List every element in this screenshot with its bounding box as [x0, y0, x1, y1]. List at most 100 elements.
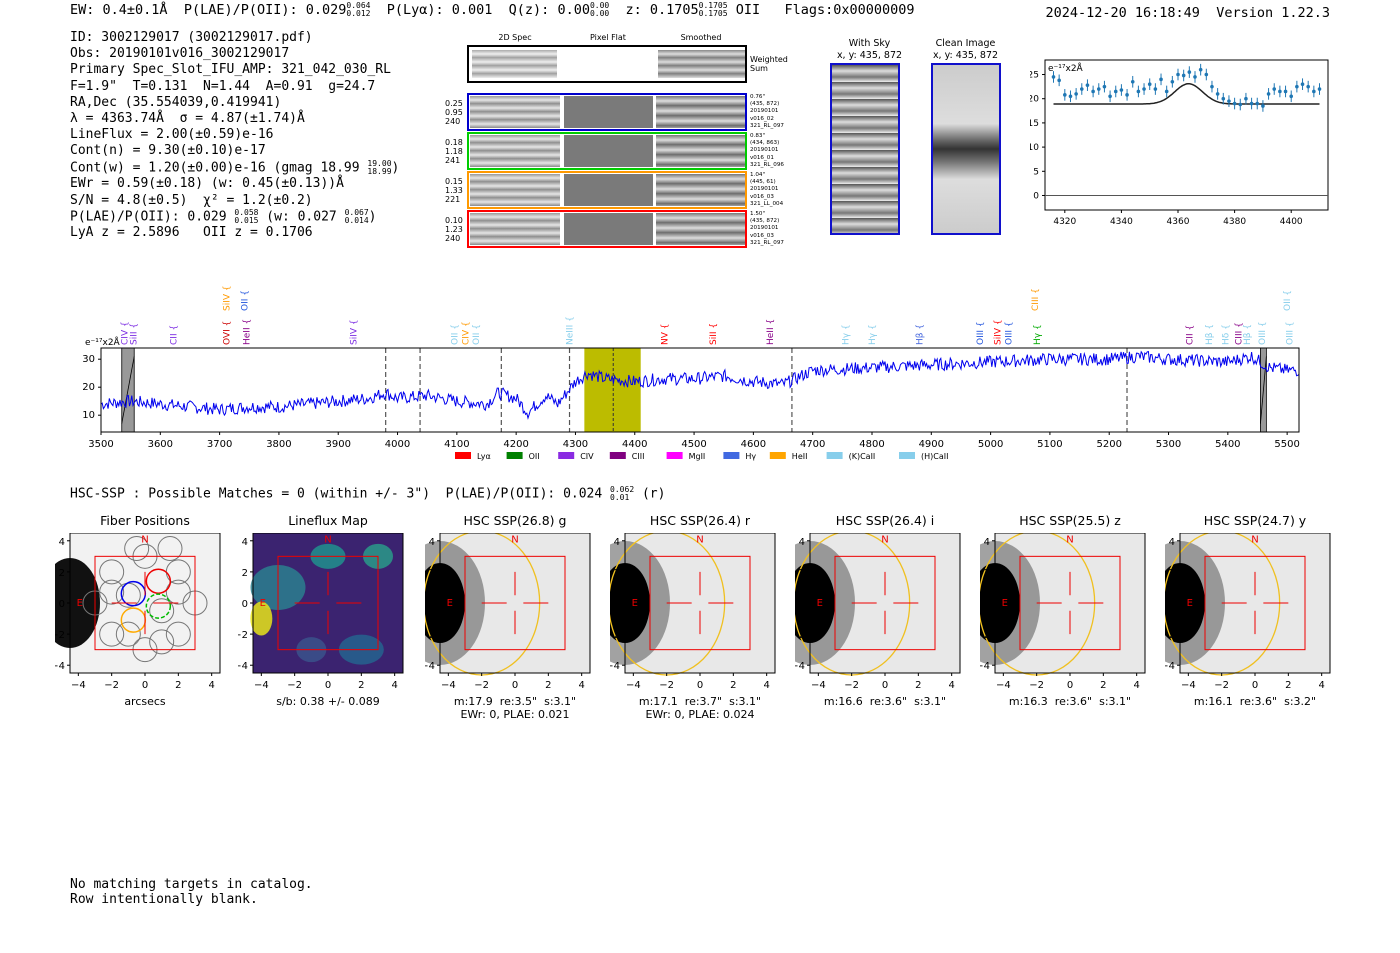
zoom-data-point	[1266, 92, 1271, 96]
spec-line-label: NeIII {	[566, 316, 576, 345]
spec-line-label: CIV {	[121, 321, 131, 345]
spec-legend-label: CIV	[580, 452, 594, 461]
spec-line-label: OIII {	[1286, 321, 1296, 345]
cutout-row-meta: 1.50"	[750, 211, 766, 217]
plae-lo: 0.015	[234, 215, 259, 225]
spec-xtick-label: 5100	[1037, 439, 1062, 450]
zoom-data-point	[1068, 94, 1073, 99]
spec-xtick-label: 4700	[800, 439, 825, 450]
zoom-data-point	[1142, 87, 1146, 91]
spec-line-label: SiIV {	[223, 285, 233, 311]
zoom-ytick-label: 25	[1030, 71, 1039, 81]
hsc-caption: m:17.1 re:3.7" s:3.1"	[638, 695, 762, 708]
cutout-row-stat: 0.18	[445, 138, 463, 147]
full-spectrum-chart: 10 20 30 3500 3600 3700 3800 3900 4000 4100 4200 43…	[82, 285, 1300, 461]
fiber-green	[145, 593, 172, 619]
zoom-data-point	[1272, 87, 1277, 91]
hsc-ytick-label: −2	[795, 630, 805, 641]
zoom-data-point	[1130, 79, 1135, 84]
zoom-data-point	[1300, 82, 1305, 86]
zoom-data-point	[1210, 84, 1214, 89]
hsc-xtick-label: 0	[1067, 680, 1073, 691]
north-label: N	[324, 534, 331, 545]
hsc-xtick-label: −4	[71, 680, 86, 691]
hsc-ytick-label: 0	[1169, 599, 1175, 610]
hsc-hi: 0.062	[610, 485, 635, 494]
hsc-ytick-label: 0	[799, 599, 805, 610]
zoom-data-point	[1221, 96, 1226, 101]
spec-legend-swatch	[666, 452, 683, 459]
zoom-data-point	[1079, 87, 1084, 91]
cutout-row-stat: 1.33	[445, 186, 463, 195]
hsc-xtick-label: 2	[545, 680, 551, 691]
footer-line2: Row intentionally blank.	[70, 892, 258, 907]
cutout-row-meta: 321_RL_096	[750, 161, 784, 168]
cutout-row-meta: 20190101	[750, 147, 779, 154]
hsc-summary-text: HSC-SSP : Possible Matches = 0 (within +…	[70, 486, 603, 502]
zoom-data-point	[1232, 101, 1237, 106]
hsc-panel: N E 4 2 0 −2 −4 −4 −2 0 2 4	[795, 533, 961, 691]
weighted-2d	[472, 50, 557, 78]
hsc-xtick-label: 0	[512, 680, 518, 691]
spec-legend-swatch	[899, 452, 915, 459]
zoom-data-point	[1051, 75, 1056, 79]
hsc-ytick-label: −2	[55, 630, 65, 641]
zoom-data-point	[1249, 101, 1254, 106]
zoom-data-point	[1289, 94, 1294, 99]
hsc-xtick-label: 0	[1252, 680, 1258, 691]
spec-line-label: CII {	[169, 325, 179, 345]
spec-ytick-label: 30	[82, 354, 95, 365]
contw-text: Cont(w) = 1.20(±0.00)e-16 (gmag 18.99	[70, 160, 360, 176]
hsc-ytick-label: −2	[425, 630, 435, 641]
plae-oii-lo: 0.012	[346, 9, 371, 18]
plae-w-hi: 0.067	[344, 207, 369, 217]
hsc-ytick-label: −4	[425, 661, 435, 672]
zoom-xtick-label: 4380	[1223, 217, 1246, 227]
galaxy-core	[610, 563, 650, 643]
spec-xtick-label: 4500	[681, 439, 706, 450]
spec-legend-label: OII	[529, 452, 540, 461]
hsc-xtick-label: −4	[441, 680, 456, 691]
hsc-ytick-label: 4	[59, 537, 65, 548]
galaxy-core	[980, 563, 1020, 643]
east-label: E	[447, 598, 453, 609]
north-label: N	[696, 534, 703, 545]
hsc-xtick-label: −4	[1181, 680, 1196, 691]
hsc-ytick-label: −4	[1165, 661, 1175, 672]
detection-info: ID: 3002129017 (3002129017.pdf) Obs: 2019…	[70, 30, 399, 242]
hsc-ytick-label: −2	[610, 630, 620, 641]
cutout-smoothed	[656, 96, 745, 128]
zoom-xtick-label: 4400	[1280, 217, 1303, 227]
spec-ytick-label: 20	[82, 382, 95, 393]
col-title-flat: Pixel Flat	[590, 33, 626, 42]
cutout-row-meta: 20190101	[750, 108, 779, 115]
hsc-xtick-label: 2	[915, 680, 921, 691]
spec-xtick-label: 4100	[444, 439, 469, 450]
info-sn: S/N = 4.8(±0.5) χ² = 1.2(±0.2)	[70, 192, 313, 208]
spec-xtick-label: 4800	[859, 439, 884, 450]
cutout-row-meta: 321_LL_004	[750, 200, 784, 207]
hsc-ytick-label: −2	[238, 630, 248, 641]
zoom-data-point	[1136, 89, 1141, 94]
zoom-data-point	[1312, 89, 1316, 94]
hsc-xtick-label: −4	[811, 680, 826, 691]
fiber-circle	[157, 536, 183, 562]
hsc-xtick-label: 4	[208, 680, 214, 691]
cutout-pixel-flat	[564, 174, 653, 206]
cutout-row-stat: 1.23	[445, 225, 463, 234]
spec-line-label: CIII {	[1235, 322, 1245, 345]
zoom-data-point	[1164, 89, 1169, 94]
spec-highlight-band	[584, 348, 641, 432]
spec-line-label: Hβ {	[1205, 324, 1215, 345]
hsc-xtick-label: −4	[996, 680, 1011, 691]
info-ewr: EWr = 0.59(±0.18) (w: 0.45(±0.13))Å	[70, 176, 344, 192]
hsc-xtick-label: 2	[358, 680, 364, 691]
zoom-data-point	[1215, 92, 1220, 96]
zoom-data-point	[1187, 70, 1192, 74]
cutout-row-stat: 221	[445, 195, 461, 204]
cutout-row-stat: 0.95	[445, 108, 463, 117]
spec-line-label: OVI {	[223, 321, 233, 345]
footer-notes: No matching targets in catalog. Row inten…	[70, 877, 313, 907]
spec-xtick-label: 5200	[1096, 439, 1121, 450]
datetime: 2024-12-20 16:18:49	[1045, 5, 1200, 21]
